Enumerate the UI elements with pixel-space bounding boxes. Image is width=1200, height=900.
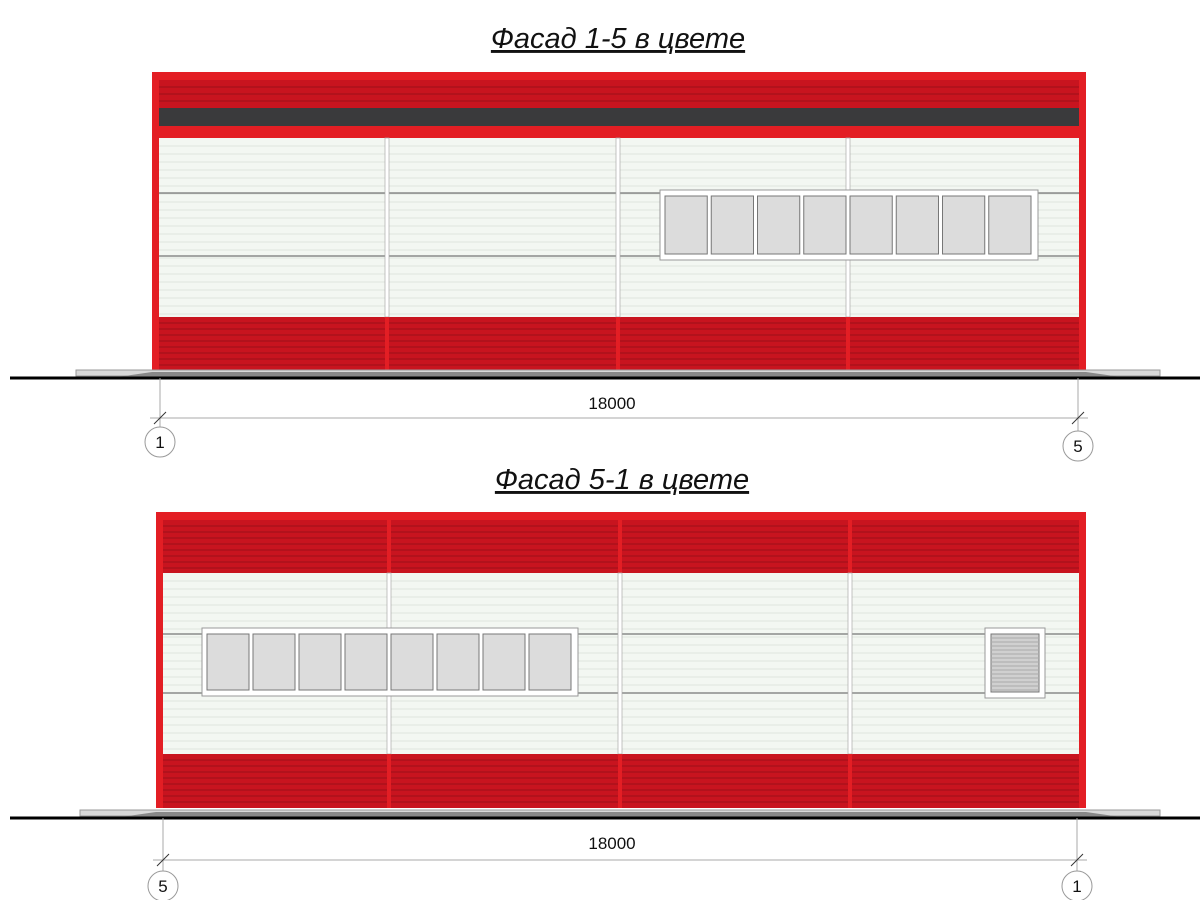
window-pane — [390, 633, 434, 691]
facade-2-dimension: 18000 — [588, 834, 635, 853]
column-divider — [615, 137, 621, 318]
dimension-tick — [156, 853, 170, 867]
window-pane — [942, 195, 986, 255]
column-divider — [618, 754, 622, 808]
window-pane — [436, 633, 480, 691]
column-divider — [846, 317, 850, 370]
dimension-tick — [1071, 411, 1085, 425]
window-pane — [803, 195, 847, 255]
window-pane — [710, 195, 754, 255]
blind-area — [117, 372, 1121, 377]
vent-grille — [990, 633, 1040, 693]
window-pane — [988, 195, 1032, 255]
window-pane — [757, 195, 801, 255]
window-pane — [482, 633, 526, 691]
column-divider — [387, 754, 391, 808]
facade-1-5 — [10, 72, 1200, 462]
column-divider — [387, 520, 391, 573]
column-divider — [848, 754, 852, 808]
column-divider — [847, 572, 853, 755]
window-pane — [298, 633, 342, 691]
window-pane — [849, 195, 893, 255]
blind-area — [121, 812, 1121, 817]
facade-1-title: Фасад 1-5 в цвете — [491, 23, 745, 55]
facade-2-title: Фасад 5-1 в цвете — [495, 464, 749, 496]
facade-2-axis-left-label: 5 — [158, 877, 167, 896]
axis-marker-circle — [1061, 870, 1093, 900]
axis-marker-circle — [144, 426, 176, 458]
facade-5-1 — [10, 512, 1200, 900]
column-divider — [618, 520, 622, 573]
column-divider — [848, 520, 852, 573]
facade-1-axis-left-label: 1 — [155, 433, 164, 452]
facade-1-dimension: 18000 — [588, 394, 635, 413]
window-pane — [895, 195, 939, 255]
dimension-tick — [1070, 853, 1084, 867]
window-pane — [344, 633, 388, 691]
window-pane — [664, 195, 708, 255]
window-pane — [528, 633, 572, 691]
facade-1-axis-right-label: 5 — [1073, 437, 1082, 456]
window-pane — [252, 633, 296, 691]
dimension-tick — [153, 411, 167, 425]
column-divider — [617, 572, 623, 755]
facade-2-axis-right-label: 1 — [1072, 877, 1081, 896]
window-pane — [206, 633, 250, 691]
axis-marker-circle — [147, 870, 179, 900]
column-divider — [384, 137, 390, 318]
axis-marker-circle — [1062, 430, 1094, 462]
column-divider — [616, 317, 620, 370]
dark-band — [159, 108, 1079, 126]
column-divider — [385, 317, 389, 370]
